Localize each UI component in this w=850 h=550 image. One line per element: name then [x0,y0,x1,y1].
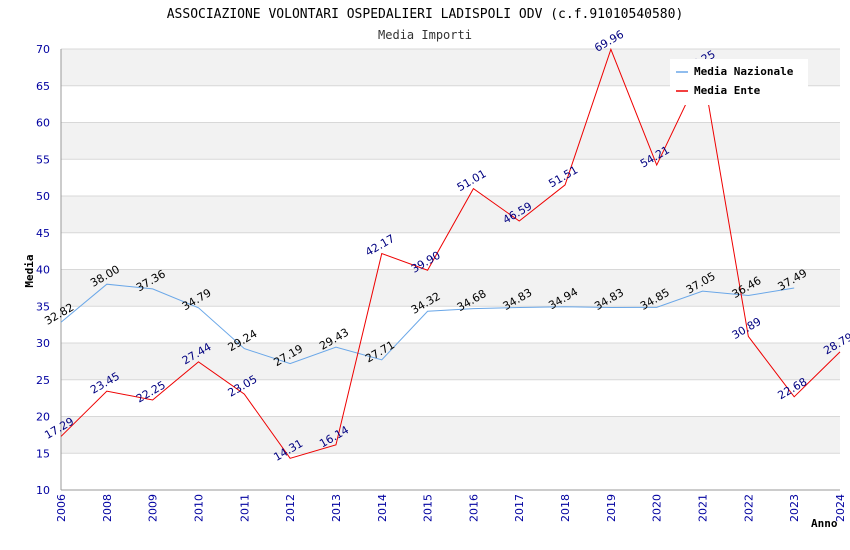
y-tick-labels: 10 15 20 25 30 35 40 45 50 55 60 65 70 [36,43,50,497]
chart-title: ASSOCIAZIONE VOLONTARI OSPEDALIERI LADIS… [167,7,684,22]
series-line-media-nazionale [60,283,795,365]
legend-box [670,59,808,105]
grid-band [61,269,840,307]
chart-subtitle: Media Importi [378,28,472,42]
x-tick-label: 2015 [422,494,435,522]
y-tick-label: 65 [36,80,50,93]
y-tick-label: 20 [36,411,50,424]
grid-band [61,306,840,343]
x-tick-label: 2020 [651,494,664,522]
y-tick-label: 30 [36,337,50,350]
y-tick-label: 60 [36,117,50,130]
x-tick-label: 2009 [147,494,160,522]
series-line-media-ente [60,47,841,459]
grid-band [61,196,840,233]
x-tick-label: 2016 [467,494,480,522]
grid-bands [61,49,840,490]
x-tick-label: 2018 [559,494,572,522]
legend-label-ente: Media Ente [694,84,761,97]
x-axis-label: Anno [811,517,838,530]
y-tick-label: 35 [36,300,50,313]
grid-band [61,232,840,270]
y-tick-label: 10 [36,484,50,497]
grid-band [61,453,840,490]
x-tick-label: 2012 [284,494,297,522]
y-tick-label: 25 [36,374,50,387]
legend: Media Nazionale Media Ente [670,59,808,105]
y-tick-label: 55 [36,153,50,166]
x-tick-label: 2024 [834,494,847,522]
grid-band [61,159,840,196]
x-tick-label: 2023 [788,494,801,522]
grid-band [61,343,840,380]
legend-label-nazionale: Media Nazionale [694,65,794,78]
y-axis-label: Media [23,254,36,287]
grid-band [61,122,840,160]
y-tick-label: 45 [36,227,50,240]
x-tick-label: 2017 [513,494,526,522]
x-tick-label: 2013 [330,494,343,522]
series-lines [60,47,841,459]
x-tick-label: 2021 [697,494,710,522]
x-tick-label: 2019 [605,494,618,522]
x-tick-label: 2022 [742,494,755,522]
x-tick-labels: 2006 2008 2009 2010 2011 2012 2013 2014 2015 2016… [55,494,847,522]
x-tick-label: 2010 [192,494,205,522]
x-tick-label: 2011 [238,494,251,522]
x-tick-label: 2014 [376,494,389,522]
y-tick-label: 15 [36,447,50,460]
x-tick-label: 2008 [101,494,114,522]
grid-band [61,416,840,454]
x-tick-label: 2006 [55,494,68,522]
y-tick-label: 70 [36,43,50,56]
y-tick-label: 50 [36,190,50,203]
grid-band [61,379,840,417]
y-tick-label: 40 [36,264,50,277]
